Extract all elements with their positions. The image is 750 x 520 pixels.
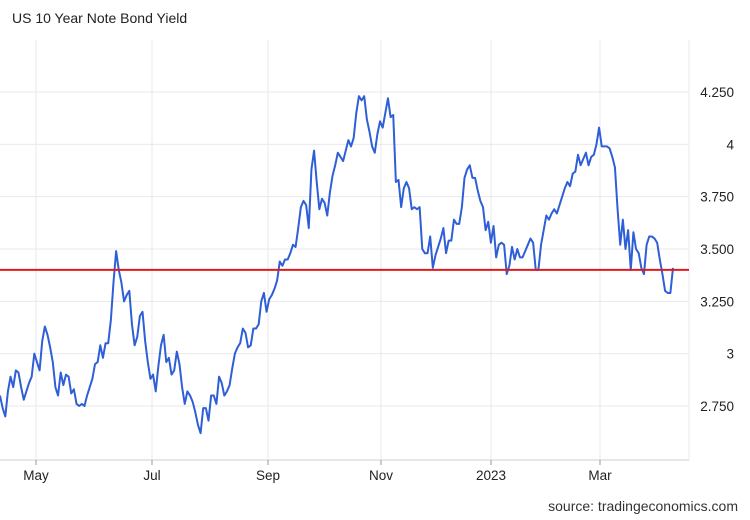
y-tick-label: 4 <box>726 137 734 152</box>
chart-source: source: tradingeconomics.com <box>548 498 738 514</box>
x-tick-label: May <box>23 468 49 483</box>
y-axis-ticks: 4.250 4 3.750 3.500 3.250 3 2.750 <box>700 85 734 414</box>
y-tick-label: 3.750 <box>700 190 734 205</box>
y-tick-label: 3.250 <box>700 294 734 309</box>
y-tick-label: 3 <box>726 347 734 362</box>
x-tick-label: Sep <box>256 468 280 483</box>
grid-lines <box>0 40 689 460</box>
x-tick-label: Mar <box>588 468 612 483</box>
y-tick-label: 3.500 <box>700 242 734 257</box>
x-tick-label: 2023 <box>476 468 506 483</box>
x-tick-label: Nov <box>369 468 393 483</box>
x-axis-ticks: May Jul Sep Nov 2023 Mar <box>23 460 612 483</box>
y-tick-label: 2.750 <box>700 399 734 414</box>
y-tick-label: 4.250 <box>700 85 734 100</box>
x-tick-label: Jul <box>143 468 160 483</box>
chart-title: US 10 Year Note Bond Yield <box>12 10 188 26</box>
series-line-us10y <box>0 95 674 435</box>
